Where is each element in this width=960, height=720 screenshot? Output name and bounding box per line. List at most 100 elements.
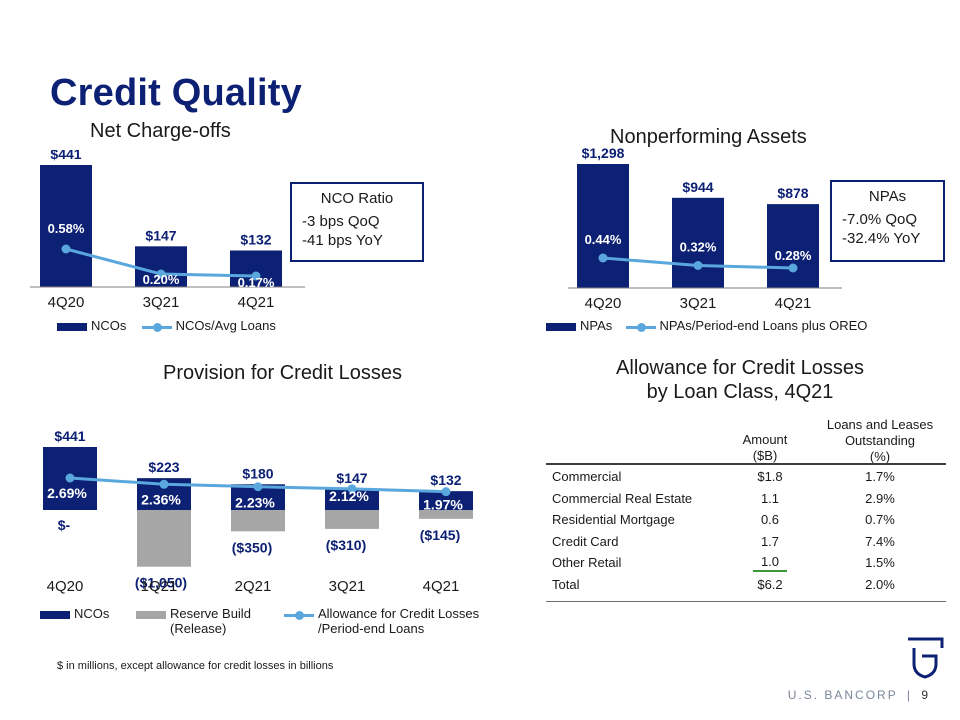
nco-callout-yoy: -41 bps YoY xyxy=(302,232,383,249)
legend-swatch-nco-ratio xyxy=(141,322,172,332)
npa-chart: $1,298 4Q20 $944 3Q21 $878 4Q21 0.44% 0.32% 0.28… xyxy=(568,145,842,310)
legend-label-allowance-2: /Period-end Loans xyxy=(318,621,425,636)
ratio-label: 0.20% xyxy=(143,272,180,287)
npa-chart-title: Nonperforming Assets xyxy=(610,126,807,148)
provision-legend: NCOs Reserve Build (Release) Allowance f… xyxy=(40,606,500,638)
bar-value-label: $1,298 xyxy=(582,145,625,161)
legend-label-reserve-1: Reserve Build xyxy=(170,606,251,621)
legend-item-prov-ncos: NCOs xyxy=(40,606,109,621)
ratio-point xyxy=(598,253,608,263)
nco-callout-heading: NCO Ratio xyxy=(320,190,394,207)
row-pct: 2.0% xyxy=(865,576,895,592)
ncos-bar xyxy=(325,489,379,510)
row-amount: 1.1 xyxy=(760,490,780,506)
allowance-label: 2.36% xyxy=(141,491,181,507)
legend-label-allowance-1: Allowance for Credit Losses xyxy=(318,606,480,621)
allowance-label: 2.69% xyxy=(47,485,87,501)
ratio-label: 0.58% xyxy=(48,221,85,236)
loans-header-line2: Outstanding xyxy=(844,433,916,448)
allowance-label: 2.12% xyxy=(329,488,369,504)
reserve-bar xyxy=(325,510,379,529)
ratio-point xyxy=(61,244,71,254)
ratio-label: 0.28% xyxy=(775,248,812,263)
legend-label-prov-ncos: NCOs xyxy=(74,606,110,621)
footnote: $ in millions, except allowance for cred… xyxy=(57,660,334,672)
table-header-rule xyxy=(546,463,946,465)
legend-label-reserve-2: (Release) xyxy=(170,621,227,636)
row-pct: 2.9% xyxy=(865,490,895,506)
bar-value-label: $147 xyxy=(145,227,176,243)
ratio-label: 0.32% xyxy=(680,240,717,255)
nco-chart-title: Net Charge-offs xyxy=(90,120,231,142)
allowance-point xyxy=(159,479,169,489)
legend-item-reserve: Reserve Build (Release) xyxy=(136,606,251,636)
table-bottom-rule xyxy=(546,601,946,602)
x-tick-label: 4Q20 xyxy=(585,295,622,310)
ratio-label: 0.44% xyxy=(585,232,622,247)
subtotal-underline: 1.0 xyxy=(752,554,788,572)
bar xyxy=(40,165,92,287)
row-name: Commercial xyxy=(552,469,622,485)
reserve-bar xyxy=(137,510,191,567)
x-tick-label: 4Q21 xyxy=(775,295,812,310)
bar-value-label: $878 xyxy=(777,185,808,201)
reserve-value-label: ($1,050) xyxy=(135,575,187,591)
legend-swatch-reserve xyxy=(136,610,166,619)
ncos-value-label: $180 xyxy=(242,465,273,481)
row-name: Total xyxy=(552,576,580,592)
row-name: Other Retail xyxy=(552,555,622,571)
row-amount: $1.8 xyxy=(757,469,783,485)
table-row: Other Retail 1.0 1.5% xyxy=(552,552,950,574)
reserve-bar xyxy=(419,510,473,519)
x-tick-label: 1Q21 xyxy=(141,578,178,595)
allowance-title: Allowance for Credit Losses by Loan Clas… xyxy=(540,356,940,404)
row-name: Residential Mortgage xyxy=(552,512,675,528)
npa-callout-yoy: -32.4% YoY xyxy=(842,230,921,247)
ncos-value-label: $441 xyxy=(54,428,85,444)
brand-separator: | xyxy=(906,688,912,702)
x-tick-label: 3Q21 xyxy=(680,295,717,310)
x-tick-label: 4Q21 xyxy=(238,294,275,310)
legend-label-nco-ratio: NCOs/Avg Loans xyxy=(175,318,276,333)
reserve-value-label: $- xyxy=(58,517,71,533)
row-pct: 7.4% xyxy=(865,533,895,549)
table-row-total: Total $6.2 2.0% xyxy=(552,574,950,596)
npa-legend: NPAs NPAs/Period-end Loans plus OREO xyxy=(546,318,867,333)
legend-swatch-allowance xyxy=(284,610,314,620)
legend-label-npa-ratio: NPAs/Period-end Loans plus OREO xyxy=(659,318,868,333)
amount-header-line1: Amount xyxy=(742,432,788,447)
npa-callout-qoq: -7.0% QoQ xyxy=(842,211,918,228)
nco-chart: $441 4Q20 $147 3Q21 $132 4Q21 0.58% 0.20% 0.17% xyxy=(30,150,305,310)
row-amount: 0.6 xyxy=(760,512,780,528)
ncos-value-label: $132 xyxy=(430,472,461,488)
ncos-bar xyxy=(419,491,473,510)
brand-name: U.S. BANCORP xyxy=(787,688,898,702)
x-tick-label: 3Q21 xyxy=(143,294,180,310)
bar xyxy=(577,164,629,288)
table-row: Residential Mortgage 0.6 0.7% xyxy=(552,509,950,531)
x-tick-label: 4Q20 xyxy=(48,294,85,310)
reserve-value-label: ($310) xyxy=(326,537,366,553)
footer-brand: U.S. BANCORP | 9 xyxy=(788,688,930,702)
allowance-table: Commercial $1.8 1.7% Commercial Real Est… xyxy=(552,466,950,595)
ncos-value-label: $223 xyxy=(148,459,179,475)
reserve-bar xyxy=(231,510,285,532)
row-pct: 0.7% xyxy=(865,512,895,528)
ratio-point xyxy=(693,261,703,270)
x-tick-label: 4Q21 xyxy=(423,578,460,595)
ratio-label: 0.17% xyxy=(238,275,275,290)
reserve-value-label: ($350) xyxy=(232,539,272,555)
us-bancorp-shield-logo xyxy=(908,637,944,679)
page-title: Credit Quality xyxy=(50,72,302,114)
allowance-title-line2: by Loan Class, 4Q21 xyxy=(646,381,834,403)
allowance-point xyxy=(65,473,75,483)
page-number: 9 xyxy=(921,688,930,702)
loans-header: Loans and Leases Outstanding (%) xyxy=(810,417,950,465)
x-tick-label: 4Q20 xyxy=(47,578,84,595)
bar xyxy=(767,204,819,288)
bar-value-label: $441 xyxy=(50,150,81,162)
bar xyxy=(672,197,724,288)
allowance-title-line1: Allowance for Credit Losses xyxy=(616,357,864,379)
legend-label-npas: NPAs xyxy=(580,318,613,333)
legend-swatch-npas xyxy=(546,322,576,331)
